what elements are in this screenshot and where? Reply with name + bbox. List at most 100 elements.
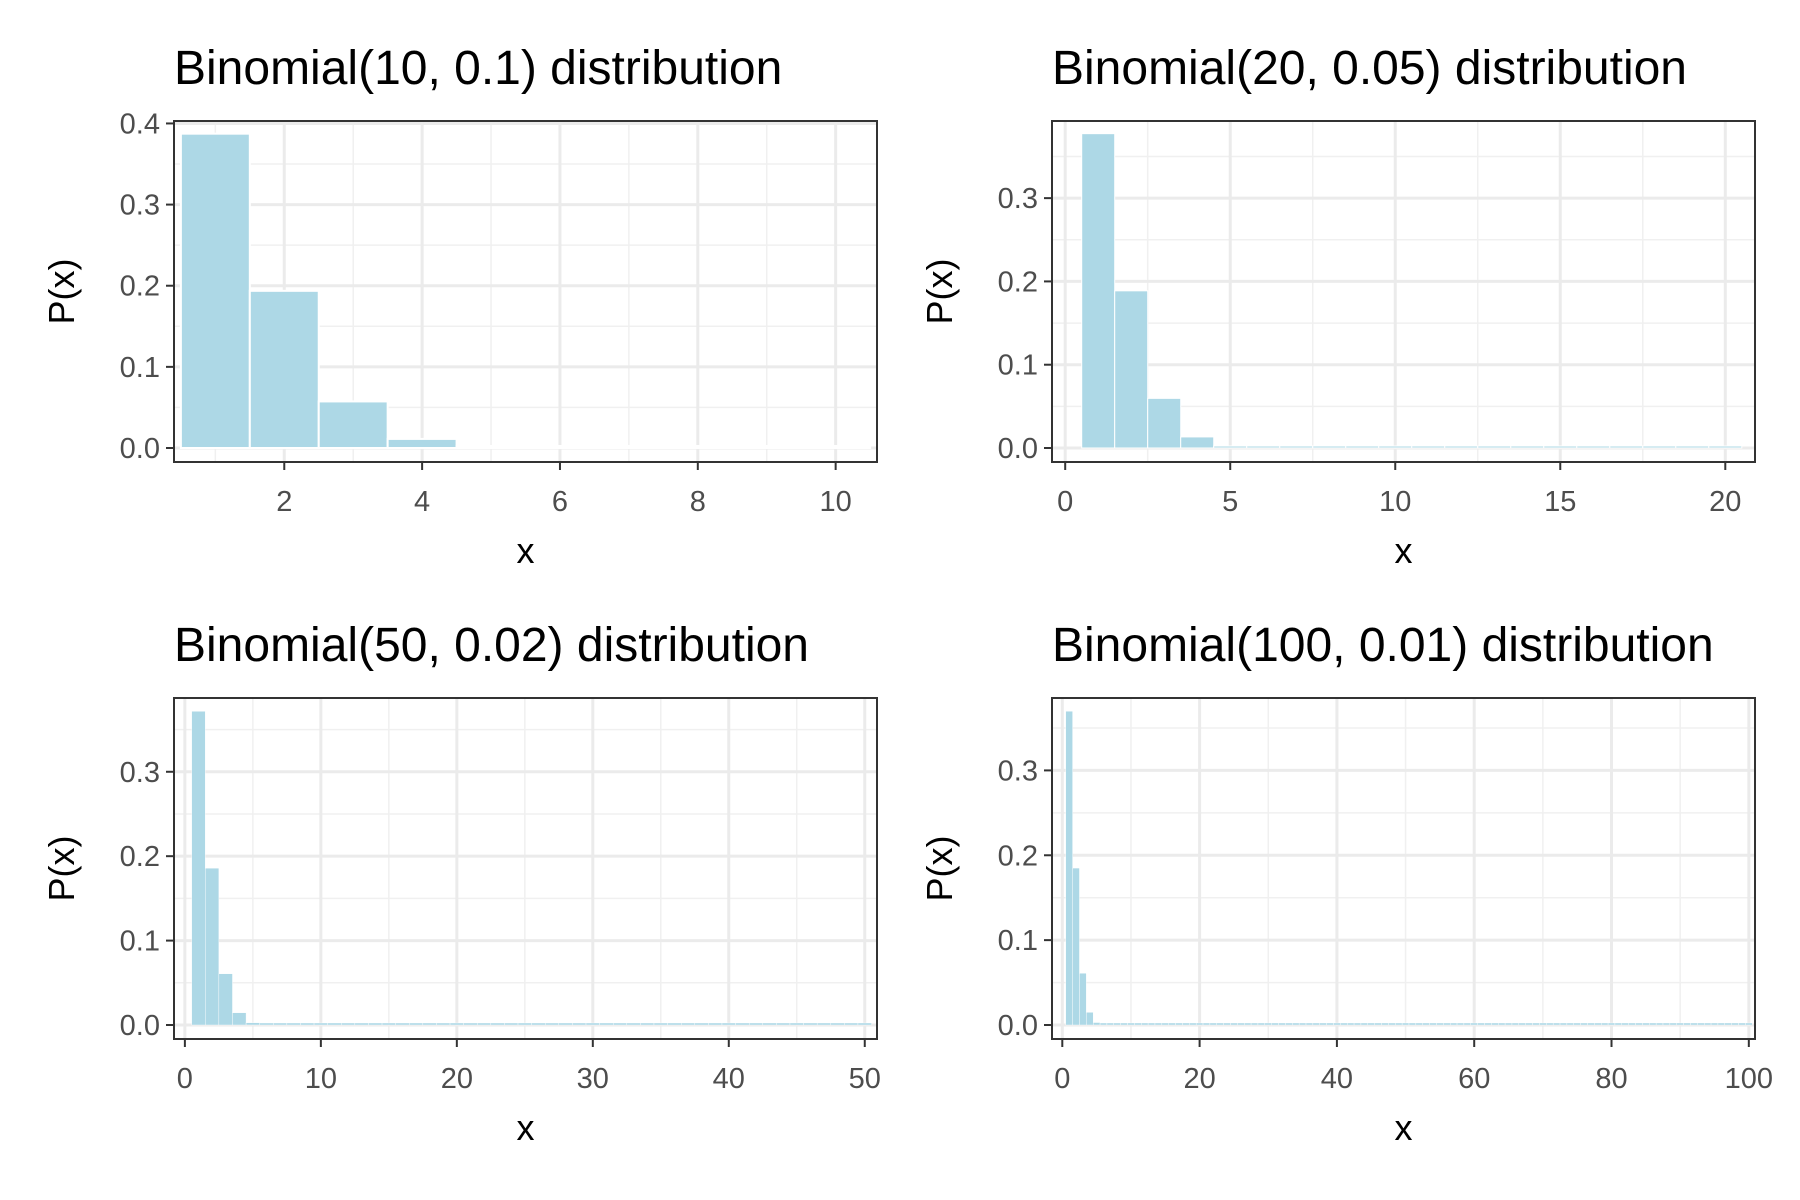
bar — [1477, 1022, 1485, 1026]
bar — [436, 1022, 451, 1026]
x-tick-label: 2 — [276, 486, 292, 518]
y-tick-label: 0.1 — [998, 350, 1038, 382]
bar — [1642, 1022, 1650, 1026]
bar — [1491, 1022, 1499, 1026]
bar — [463, 1022, 478, 1026]
bar — [341, 1022, 356, 1026]
bar — [1690, 1022, 1698, 1026]
x-tick-label: 0 — [1054, 1063, 1070, 1095]
x-tick-label: 0 — [1057, 486, 1073, 518]
bar — [1230, 1022, 1238, 1026]
bar — [1697, 1022, 1705, 1026]
bar — [731, 445, 803, 449]
bar — [1655, 1022, 1664, 1026]
bar — [1717, 1022, 1725, 1026]
bar — [1511, 1022, 1520, 1026]
bar — [1607, 1022, 1616, 1026]
bar — [1724, 1022, 1732, 1026]
bar — [1141, 1022, 1149, 1026]
bar — [1189, 1022, 1197, 1026]
bar — [857, 1022, 872, 1026]
bar — [179, 132, 251, 449]
bar — [653, 1022, 668, 1026]
bar — [1456, 1022, 1465, 1026]
bar — [830, 1022, 845, 1026]
bar — [816, 1022, 831, 1026]
bar — [1161, 1022, 1169, 1026]
bar — [694, 1022, 709, 1026]
bar — [1147, 397, 1182, 449]
bar — [1244, 1022, 1252, 1026]
y-tick-label: 0.0 — [998, 1010, 1038, 1042]
bar — [422, 1022, 437, 1026]
bar — [613, 1022, 628, 1026]
bar — [1422, 1022, 1430, 1026]
bar — [662, 445, 734, 449]
bar — [286, 1022, 301, 1026]
bar — [477, 1022, 492, 1026]
bar — [1594, 1022, 1602, 1026]
y-tick-label: 0.0 — [998, 433, 1038, 465]
y-tick-label: 0.1 — [120, 926, 160, 958]
bar — [1539, 1022, 1547, 1026]
bar — [593, 445, 665, 449]
bar — [273, 1022, 288, 1026]
bar — [1436, 1022, 1444, 1026]
bar — [1223, 1022, 1231, 1026]
chart-title: Binomial(10, 0.1) distribution — [174, 42, 782, 95]
bar — [1106, 1022, 1114, 1026]
bar — [1257, 1022, 1266, 1026]
bar — [1378, 445, 1413, 449]
bar — [1113, 1022, 1121, 1026]
y-tick-label: 0.2 — [998, 840, 1038, 872]
bar — [381, 1022, 396, 1026]
bar — [1683, 1022, 1691, 1026]
y-tick-label: 0.1 — [998, 925, 1038, 957]
bar — [1415, 1022, 1423, 1026]
bar — [1573, 1022, 1581, 1026]
bar — [300, 1022, 315, 1026]
bar — [721, 1022, 736, 1026]
bar — [1374, 1022, 1382, 1026]
bar — [1099, 1022, 1108, 1026]
bar — [1559, 1022, 1568, 1026]
bar — [1213, 445, 1248, 449]
x-tick-label: 20 — [441, 1063, 473, 1095]
y-tick-label: 0.3 — [120, 190, 160, 222]
x-axis-label: x — [1395, 1107, 1413, 1148]
bar — [504, 1022, 519, 1026]
bar — [844, 1022, 859, 1026]
bar — [1484, 1022, 1492, 1026]
bar — [1580, 1022, 1588, 1026]
bar — [1444, 445, 1479, 449]
y-tick-label: 0.3 — [120, 757, 160, 789]
bar — [1576, 445, 1611, 449]
y-tick-label: 0.3 — [998, 755, 1038, 787]
bar — [762, 1022, 777, 1026]
bar — [1669, 1022, 1677, 1026]
x-tick-label: 10 — [305, 1063, 337, 1095]
bar — [1738, 1022, 1746, 1026]
bar — [1081, 133, 1116, 449]
bar — [1649, 1022, 1657, 1026]
bar — [1298, 1022, 1307, 1026]
bar — [455, 445, 527, 449]
x-tick-label: 10 — [820, 486, 852, 518]
bar — [1518, 1022, 1526, 1026]
bar — [1353, 1022, 1362, 1026]
bar — [1180, 436, 1215, 449]
bar — [1498, 1022, 1506, 1026]
bar — [1477, 445, 1512, 449]
bar — [490, 1022, 505, 1026]
x-tick-label: 40 — [1321, 1063, 1353, 1095]
x-tick-label: 8 — [690, 486, 706, 518]
chart-panel-2: 0.0 0.1 0.2 0.3 0 5 10 15 20 Binomial(20, 0.05) d… — [919, 42, 1756, 571]
x-axis-label: x — [1395, 530, 1413, 571]
y-axis-label: P(x) — [919, 836, 960, 902]
x-tick-label: 20 — [1709, 486, 1741, 518]
x-tick-label: 5 — [1222, 486, 1238, 518]
bar — [1463, 1022, 1471, 1026]
bar — [259, 1022, 274, 1026]
y-tick-label: 0.2 — [998, 266, 1038, 298]
